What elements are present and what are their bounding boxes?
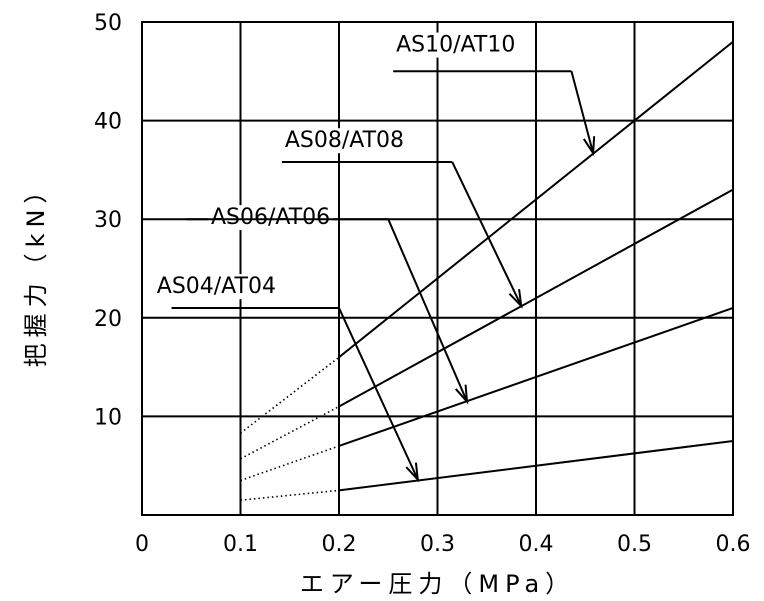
plot-frame xyxy=(141,21,734,516)
y-tick-labels: 10 20 30 40 50 xyxy=(94,11,122,430)
callout-arrowhead xyxy=(582,136,596,157)
callout-label-background xyxy=(393,32,519,58)
series-callouts: AS04/AT04 AS06/AT06 AS08/AT08 AS10/AT10 xyxy=(153,32,596,483)
x-tick-labels: 0 0.1 0.2 0.3 0.4 0.5 0.6 xyxy=(135,532,751,557)
grid-lines xyxy=(142,22,733,515)
series-as06-at06 xyxy=(240,306,734,482)
callout-arrow-line xyxy=(387,218,468,403)
series-dotted-segment xyxy=(240,356,340,434)
series-as08-at08 xyxy=(240,188,734,460)
series-solid-segment xyxy=(338,188,734,408)
callout-label: AS10/AT10 xyxy=(396,33,515,58)
callout-arrowhead xyxy=(405,462,420,483)
callout-arrowhead xyxy=(508,288,523,309)
callout-label-background xyxy=(207,205,334,231)
callout-label-background xyxy=(153,274,279,300)
callout-as10-at10: AS10/AT10 xyxy=(393,32,596,157)
series-dotted-segment xyxy=(240,405,340,460)
callout-arrow-line xyxy=(338,307,419,480)
callout-label: AS08/AT08 xyxy=(285,128,404,153)
callout-arrowhead xyxy=(454,384,469,405)
y-tick-label: 50 xyxy=(94,11,122,36)
x-tick-label: 0.4 xyxy=(519,532,554,557)
y-tick-label: 10 xyxy=(94,405,122,430)
x-axis-title: エアー圧力（MPa） xyxy=(300,570,575,598)
y-tick-label: 40 xyxy=(94,110,122,135)
series-lines xyxy=(240,40,734,502)
series-solid-segment xyxy=(338,306,734,447)
callout-arrow-line xyxy=(451,161,523,307)
y-axis-title: 把握力（kN） xyxy=(22,174,50,368)
series-solid-segment xyxy=(338,440,734,492)
x-tick-label: 0.1 xyxy=(223,532,258,557)
callout-arrow-line xyxy=(570,71,595,154)
y-tick-label: 30 xyxy=(94,208,122,233)
series-as10-at10 xyxy=(240,40,734,434)
series-solid-segment xyxy=(338,40,734,359)
x-tick-label: 0.3 xyxy=(420,532,455,557)
callout-as06-at06: AS06/AT06 xyxy=(186,205,469,405)
callout-label: AS04/AT04 xyxy=(157,274,276,299)
x-tick-label: 0.5 xyxy=(617,532,652,557)
callout-label-background xyxy=(281,128,408,154)
series-dotted-segment xyxy=(240,445,340,482)
x-tick-label: 0.2 xyxy=(322,532,357,557)
callout-as04-at04: AS04/AT04 xyxy=(153,274,420,483)
callout-as08-at08: AS08/AT08 xyxy=(281,128,523,309)
series-dotted-segment xyxy=(240,489,340,502)
x-tick-label: 0.6 xyxy=(716,532,751,557)
x-tick-label: 0 xyxy=(135,532,149,557)
y-tick-label: 20 xyxy=(94,307,122,332)
series-as04-at04 xyxy=(240,440,734,502)
callout-label: AS06/AT06 xyxy=(211,205,330,230)
